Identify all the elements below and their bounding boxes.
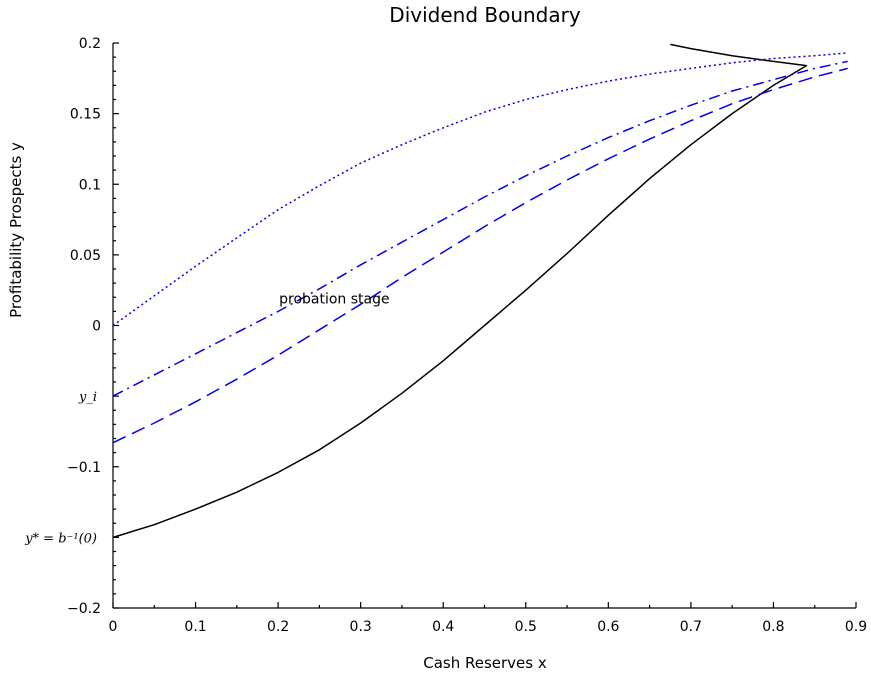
y-special-label-ystar: y* = b⁻¹(0)	[24, 531, 97, 546]
y-tick-label: 0.2	[79, 36, 101, 52]
x-tick-label: 0.8	[762, 619, 784, 635]
y-special-label-yi: y_i	[78, 390, 97, 405]
series-line-dashed	[112, 67, 848, 444]
tick-marks	[112, 42, 857, 609]
x-tick-label: 0.7	[680, 619, 702, 635]
annotation-probation-stage: probation stage	[279, 292, 390, 308]
y-tick-label: −0.1	[67, 460, 101, 476]
y-tick-label: −0.2	[67, 601, 101, 617]
series-line-solid	[112, 43, 808, 539]
series-line-dotted	[112, 52, 848, 327]
x-tick-label: 0.3	[350, 619, 372, 635]
y-axis-label: Profitability Prospects y	[7, 142, 25, 318]
y-tick-label: 0	[92, 319, 101, 335]
x-tick-label: 0.6	[597, 619, 619, 635]
x-tick-label: 0.4	[432, 619, 454, 635]
x-tick-label: 0.5	[515, 619, 537, 635]
x-tick-label: 0.2	[267, 619, 289, 635]
chart-title: Dividend Boundary	[389, 3, 581, 27]
plot-lines	[112, 43, 848, 539]
x-axis-label: Cash Reserves x	[423, 654, 547, 672]
x-tick-label: 0	[109, 619, 118, 635]
series-line-dashdot	[112, 60, 848, 397]
y-tick-label: 0.1	[79, 177, 101, 193]
x-tick-label: 0.1	[184, 619, 206, 635]
tick-labels: 0 0.1 0.2 0.3 0.4 0.5 0.6 0.7 0.8 0.9 −0.2 −0.1 0 0.0…	[24, 36, 867, 635]
x-tick-label: 0.9	[845, 619, 867, 635]
y-tick-label: 0.15	[70, 107, 101, 123]
y-tick-label: 0.05	[70, 248, 101, 264]
